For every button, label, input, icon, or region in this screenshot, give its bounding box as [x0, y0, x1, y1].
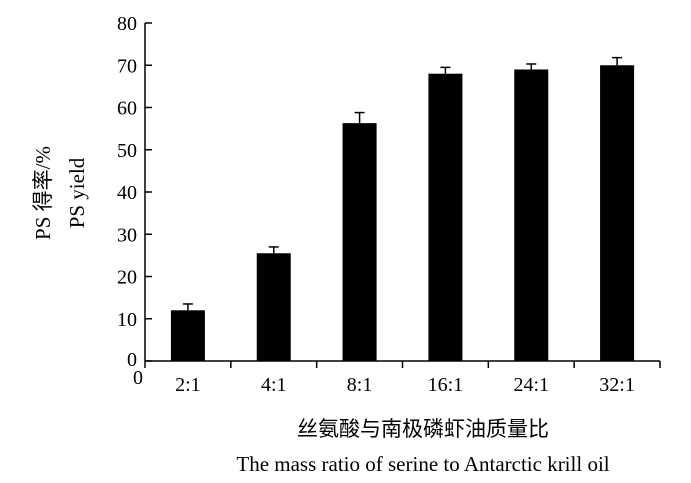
- bar: [600, 65, 635, 361]
- x-tick-label: 2:1: [175, 374, 201, 396]
- x-origin-label: 0: [133, 367, 143, 389]
- x-tick-label: 16:1: [428, 374, 464, 396]
- y-tick-label: 10: [117, 309, 137, 331]
- x-tick-label: 32:1: [599, 374, 635, 396]
- x-axis-title-english: The mass ratio of serine to Antarctic kr…: [236, 452, 609, 476]
- y-tick-label: 20: [117, 267, 137, 289]
- x-tick-label: 8:1: [347, 374, 373, 396]
- bar: [342, 123, 377, 361]
- bar: [514, 69, 549, 361]
- error-bars-group: [182, 56, 623, 311]
- y-axis-title-chinese: PS 得率/%: [31, 146, 55, 240]
- y-axis: 0 10 20 30 40 50 60 70 80: [117, 13, 152, 371]
- y-tick-label: 80: [117, 13, 137, 35]
- x-tick-label: 4:1: [261, 374, 287, 396]
- y-tick-label: 50: [117, 140, 137, 162]
- x-tick-label: 24:1: [513, 374, 549, 396]
- x-axis-title-chinese: 丝氨酸与南极磷虾油质量比: [297, 417, 549, 441]
- bars-group: [170, 65, 635, 361]
- y-tick-label: 60: [117, 98, 137, 120]
- bar: [256, 253, 291, 361]
- y-tick-label: 40: [117, 182, 137, 204]
- x-axis: 2:1 4:1 8:1 16:1 24:1 32:1: [144, 360, 661, 396]
- y-tick-label: 30: [117, 224, 137, 246]
- y-axis-title-group: PS 得率/% PS yield: [31, 146, 89, 240]
- bar: [170, 310, 205, 361]
- y-tick-label: 70: [117, 55, 137, 77]
- y-tick-label: 0: [127, 349, 137, 371]
- bar: [428, 73, 463, 361]
- y-axis-title-english: PS yield: [65, 157, 89, 228]
